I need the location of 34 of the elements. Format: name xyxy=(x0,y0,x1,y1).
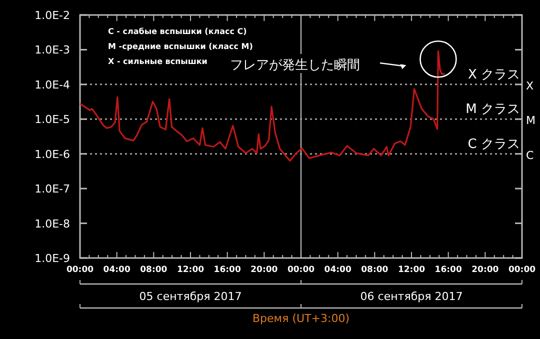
annotation: C xyxy=(526,148,534,162)
annotation: M -средние вспышки (класс M) xyxy=(108,42,253,51)
x-tick-label: 08:00 xyxy=(140,265,168,275)
ref-line-label: X クラス xyxy=(468,67,520,82)
x-tick-label: 20:00 xyxy=(472,265,499,275)
x-tick-label: 16:00 xyxy=(214,265,241,275)
y-tick-label: 1.0E-3 xyxy=(34,44,70,57)
x-axis-title: Время (UT+3:00) xyxy=(252,312,350,325)
annotation: X - сильные вспышки xyxy=(108,57,208,66)
annotation: M xyxy=(526,114,536,128)
x-tick-label: 00:00 xyxy=(508,265,536,275)
text: 05 сентября 2017 xyxy=(139,290,242,303)
y-tick-label: 1.0E-6 xyxy=(34,148,70,161)
text: 06 сентября 2017 xyxy=(360,290,463,303)
annotation: C - слабые вспышки (класс C) xyxy=(108,27,247,36)
x-tick-label: 00:00 xyxy=(287,265,315,275)
x-tick-label: 04:00 xyxy=(103,265,130,275)
annotation: フレアが発生した瞬間 xyxy=(230,58,360,73)
x-tick-label: 12:00 xyxy=(176,265,204,275)
x-tick-label: 04:00 xyxy=(324,265,352,275)
y-tick-label: 1.0E-2 xyxy=(34,9,70,22)
x-tick-label: 00:00 xyxy=(66,265,94,275)
x-tick-label: 12:00 xyxy=(398,265,426,275)
y-tick-label: 1.0E-5 xyxy=(34,113,70,126)
ref-line-label: M クラス xyxy=(466,102,520,118)
y-tick-label: 1.0E-7 xyxy=(34,182,70,196)
y-tick-label: 1.0E-9 xyxy=(34,252,70,265)
x-tick-label: 20:00 xyxy=(250,265,278,275)
x-tick-label: 16:00 xyxy=(434,265,462,275)
y-tick-label: 1.0E-4 xyxy=(34,78,70,92)
x-tick-label: 08:00 xyxy=(361,265,388,275)
annotation: X xyxy=(526,79,534,92)
ref-line-label: C クラス xyxy=(468,136,520,152)
y-tick-label: 1.0E-8 xyxy=(34,217,70,230)
